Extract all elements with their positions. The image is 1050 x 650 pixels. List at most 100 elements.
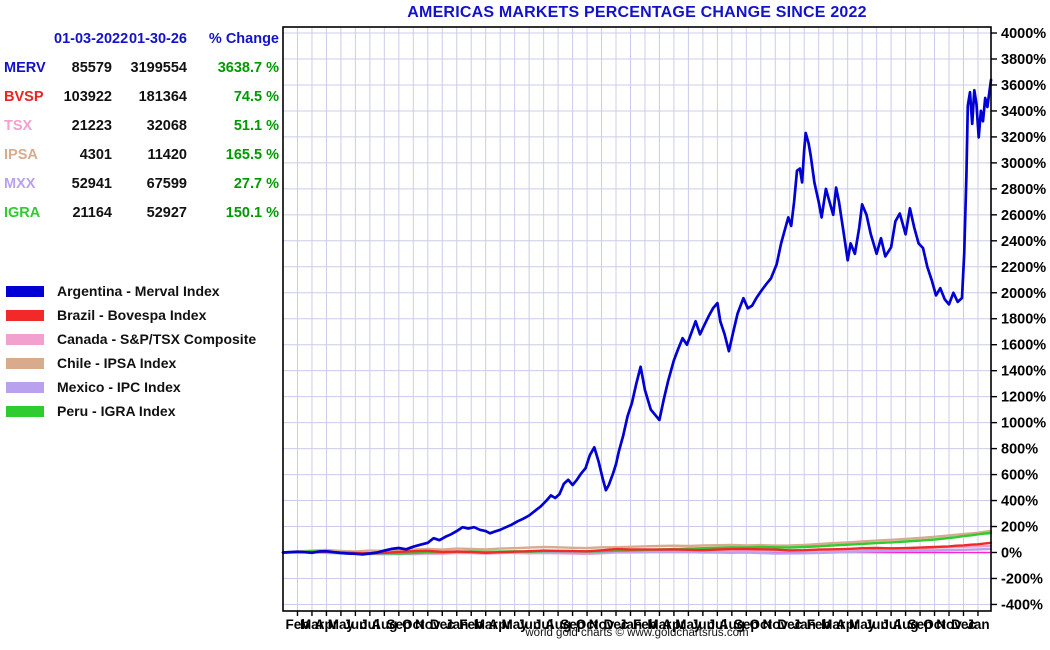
table-header-end-date: 01-30-26 xyxy=(128,30,187,47)
percent-change: 27.7 % xyxy=(233,175,279,192)
end-value: 67599 xyxy=(146,175,187,192)
x-tick-label: Jul xyxy=(881,617,901,632)
table-row: IGRA 21164 52927 150.1 % xyxy=(2,198,279,227)
y-tick-label: 1000% xyxy=(1001,416,1046,432)
end-value: 181364 xyxy=(138,88,187,105)
start-value: 21164 xyxy=(72,204,112,221)
x-tick-label: Sep xyxy=(908,617,933,632)
x-tick-label: Oct xyxy=(402,617,425,632)
table-row: TSX 21223 32068 51.1 % xyxy=(2,111,279,140)
start-value: 103922 xyxy=(63,88,112,105)
x-tick-label: May xyxy=(675,617,702,632)
y-tick-label: 1200% xyxy=(1001,390,1046,406)
x-tick-label: Dec xyxy=(430,617,455,632)
x-tick-label: Jul xyxy=(360,617,380,632)
index-symbol: BVSP xyxy=(4,88,44,105)
x-tick-label: Aug xyxy=(371,617,397,632)
x-tick-label: Jun xyxy=(865,617,889,632)
index-symbol: MXX xyxy=(4,175,36,192)
table-row: MXX 52941 67599 27.7 % xyxy=(2,169,279,198)
x-tick-label: Jan xyxy=(793,617,816,632)
y-tick-label: 1400% xyxy=(1001,364,1046,380)
legend-label: Canada - S&P/TSX Composite xyxy=(57,331,257,347)
x-tick-label: Nov xyxy=(936,617,962,632)
table-row: MERV 85579 3199554 3638.7 % xyxy=(2,53,279,82)
x-tick-label: Dec xyxy=(951,617,976,632)
x-tick-label: May xyxy=(849,617,876,632)
legend-label: Mexico - IPC Index xyxy=(57,379,181,395)
percent-change: 3638.7 % xyxy=(217,59,279,76)
legend-swatch-brazil xyxy=(6,309,44,321)
y-tick-label: 4000% xyxy=(1001,26,1046,42)
legend-swatch-peru xyxy=(6,405,44,417)
x-tick-label: Sep xyxy=(386,617,411,632)
table-row: IPSA 4301 11420 165.5 % xyxy=(2,140,279,169)
legend-swatch-argentina xyxy=(6,285,44,297)
y-tick-label: -400% xyxy=(1001,597,1043,613)
table-row: BVSP 103922 181364 74.5 % xyxy=(2,82,279,111)
series-line-argentina xyxy=(281,78,993,556)
table-header-row: 01-03-2022 01-30-26 % Change xyxy=(2,24,279,53)
x-tick-label: Apr xyxy=(489,617,513,632)
x-tick-label: Nov xyxy=(589,617,615,632)
y-tick-label: 3000% xyxy=(1001,156,1046,172)
x-tick-label: Jun xyxy=(343,617,367,632)
legend-item: Brazil - Bovespa Index xyxy=(6,303,256,327)
y-tick-label: 200% xyxy=(1001,520,1038,536)
x-tick-label: Dec xyxy=(604,617,629,632)
y-tick-label: 3400% xyxy=(1001,104,1046,120)
index-symbol: IGRA xyxy=(4,204,41,221)
legend-item: Argentina - Merval Index xyxy=(6,279,256,303)
y-tick-label: 0% xyxy=(1001,546,1022,562)
x-tick-label: Jul xyxy=(708,617,728,632)
legend-label: Peru - IGRA Index xyxy=(57,403,176,419)
index-symbol: IPSA xyxy=(4,146,38,163)
legend-item: Peru - IGRA Index xyxy=(6,399,256,423)
y-tick-label: 3200% xyxy=(1001,130,1046,146)
legend-swatch-canada xyxy=(6,333,44,345)
index-symbol: TSX xyxy=(4,117,33,134)
legend-swatch-chile xyxy=(6,357,44,369)
legend-label: Argentina - Merval Index xyxy=(57,283,220,299)
legend-label: Chile - IPSA Index xyxy=(57,355,177,371)
y-tick-label: 800% xyxy=(1001,442,1038,458)
table-header-change: % Change xyxy=(208,30,279,47)
start-value: 52941 xyxy=(71,175,112,192)
percent-change: 165.5 % xyxy=(225,146,279,163)
index-symbol: MERV xyxy=(4,59,46,76)
y-tick-label: 1800% xyxy=(1001,312,1046,328)
legend-item: Chile - IPSA Index xyxy=(6,351,256,375)
x-tick-label: Aug xyxy=(719,617,745,632)
x-tick-label: Aug xyxy=(545,617,571,632)
end-value: 3199554 xyxy=(130,59,187,76)
x-tick-label: Nov xyxy=(763,617,789,632)
legend-item: Canada - S&P/TSX Composite xyxy=(6,327,256,351)
x-tick-label: Oct xyxy=(750,617,773,632)
legend-label: Brazil - Bovespa Index xyxy=(57,307,207,323)
y-tick-label: 400% xyxy=(1001,494,1038,510)
x-tick-label: Mar xyxy=(474,617,499,632)
start-value: 85579 xyxy=(71,59,112,76)
chart-title: AMERICAS MARKETS PERCENTAGE CHANGE SINCE… xyxy=(407,4,867,21)
x-tick-label: Dec xyxy=(777,617,802,632)
y-tick-label: 2600% xyxy=(1001,208,1046,224)
x-tick-label: Jan xyxy=(445,617,468,632)
percent-change: 51.1 % xyxy=(233,117,279,134)
x-tick-label: Jun xyxy=(517,617,541,632)
percent-change: 150.1 % xyxy=(225,204,279,221)
x-tick-label: Sep xyxy=(560,617,585,632)
start-value: 4301 xyxy=(79,146,112,163)
table-header-start-date: 01-03-2022 xyxy=(54,30,129,47)
x-tick-label: Feb xyxy=(285,617,309,632)
legend: Argentina - Merval Index Brazil - Bovesp… xyxy=(6,279,256,423)
start-value: 21223 xyxy=(71,117,112,134)
end-value: 11420 xyxy=(147,146,187,163)
x-tick-label: Mar xyxy=(647,617,672,632)
x-tick-label: Feb xyxy=(459,617,483,632)
series-line-brazil xyxy=(281,541,993,555)
x-tick-label: Nov xyxy=(415,617,441,632)
x-tick-label: Jan xyxy=(619,617,642,632)
y-tick-label: 2000% xyxy=(1001,286,1046,302)
end-value: 32068 xyxy=(146,117,187,134)
